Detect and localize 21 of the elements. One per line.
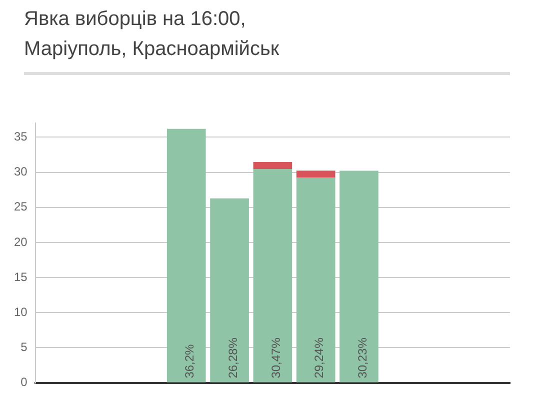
- y-tick-label: 20: [14, 234, 28, 249]
- y-tick-label: 15: [14, 270, 28, 284]
- data-label: 29,24%: [312, 337, 326, 378]
- y-tick-label: 35: [14, 130, 28, 144]
- bar: [253, 162, 292, 170]
- bar: [210, 198, 249, 382]
- bar: [166, 128, 206, 382]
- bar: [340, 170, 378, 382]
- y-tick-label: 5: [20, 340, 28, 354]
- data-label: 36,2%: [182, 344, 197, 378]
- data-label: 30,47%: [268, 337, 283, 378]
- bar: [296, 178, 336, 382]
- y-tick-label: 10: [14, 304, 28, 319]
- data-label: 30,23%: [355, 337, 370, 378]
- data-label: 26,28%: [226, 337, 240, 378]
- y-tick-label: 30: [14, 164, 28, 179]
- chart-title: Явка виборців на 16:00, Маріуполь, Красноармійськ: [24, 7, 280, 62]
- bar: [296, 170, 336, 178]
- y-tick-label: 25: [14, 200, 28, 214]
- y-tick-label: 0: [20, 375, 28, 390]
- bar: [253, 169, 292, 382]
